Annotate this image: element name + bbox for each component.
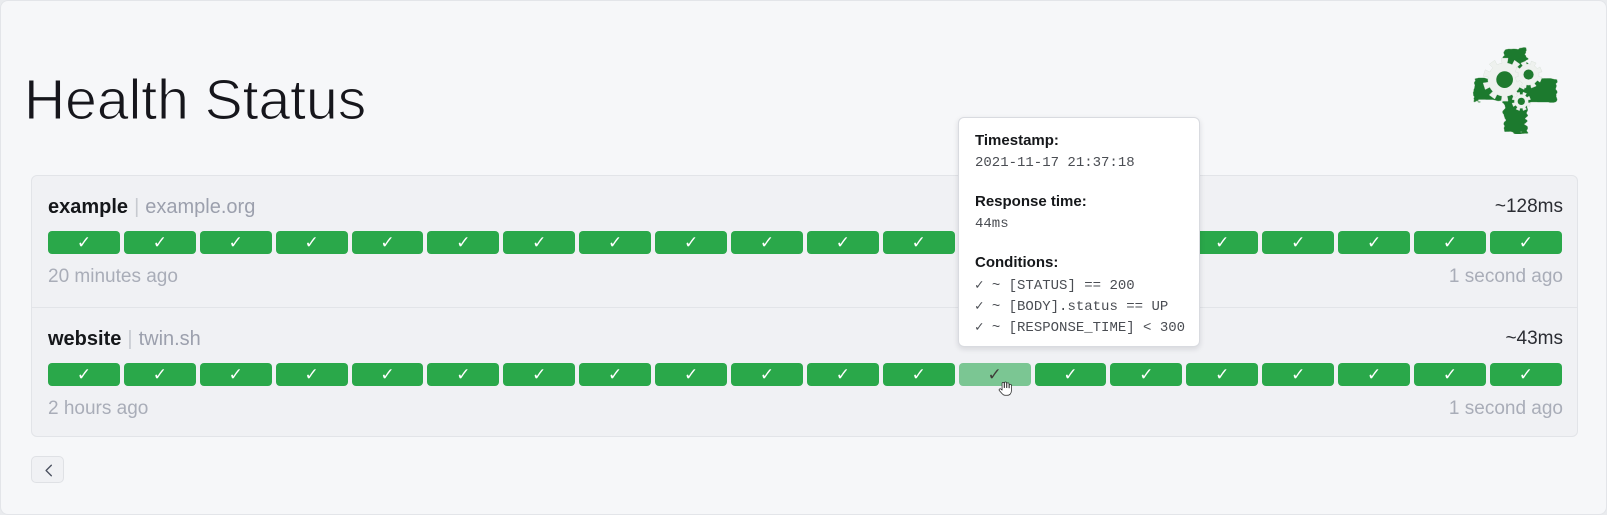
svg-text:Health Status: Health Status: [24, 68, 366, 132]
